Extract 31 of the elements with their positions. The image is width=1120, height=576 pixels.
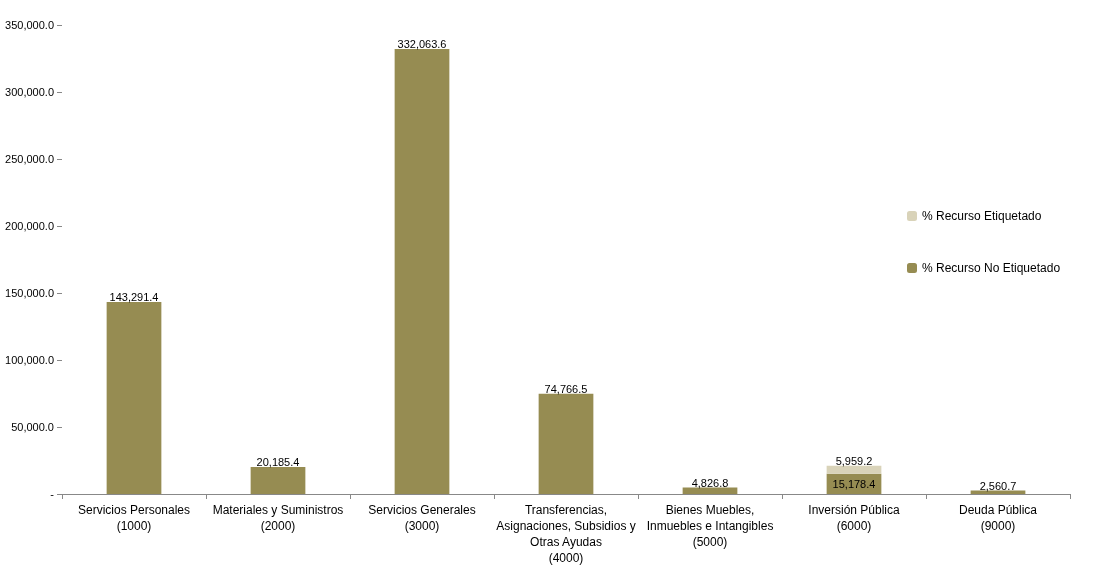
data-label: 74,766.5 — [544, 382, 588, 395]
y-tick-label: 250,000.0 — [5, 153, 54, 165]
data-label: 15,178.4 — [832, 477, 876, 490]
bar — [826, 465, 882, 474]
y-tick-label: 350,000.0 — [5, 19, 54, 31]
y-tick-label: - — [50, 488, 55, 500]
x-tick-label: Deuda Pública (9000) — [958, 503, 1038, 533]
data-label: 4,826.8 — [691, 476, 729, 489]
x-tick-label: Bienes Muebles, Inmuebles e Intangibles (5000) — [646, 503, 774, 549]
bar — [394, 49, 450, 494]
x-tick-label: Servicios Personales (1000) — [77, 503, 191, 533]
data-label: 2,560.7 — [979, 479, 1017, 492]
legend-label: % Recurso Etiquetado — [922, 209, 1042, 223]
bar — [682, 487, 738, 494]
data-label: 143,291.4 — [109, 290, 159, 303]
x-tick-label: Inversión Pública (6000) — [808, 503, 901, 533]
y-tick-label: 200,000.0 — [5, 220, 54, 232]
y-tick-label: 300,000.0 — [5, 86, 54, 98]
bar — [538, 393, 594, 494]
x-tick-label: Transferencias, Asignaciones, Subsidios y Otras Ayudas (4000) — [496, 503, 636, 565]
x-tick-label: Servicios Generales (3000) — [368, 503, 476, 533]
data-label: 5,959.2 — [835, 454, 873, 467]
bar — [250, 466, 306, 494]
y-tick-label: 100,000.0 — [5, 354, 54, 366]
legend-label: % Recurso No Etiquetado — [922, 261, 1061, 275]
y-tick-label: 50,000.0 — [11, 421, 54, 433]
data-label: 332,063.6 — [397, 38, 447, 51]
data-label: 20,185.4 — [256, 455, 300, 468]
x-tick-label: Materiales y Suministros (2000) — [212, 503, 344, 533]
y-tick-label: 150,000.0 — [5, 287, 54, 299]
bar — [106, 301, 162, 494]
